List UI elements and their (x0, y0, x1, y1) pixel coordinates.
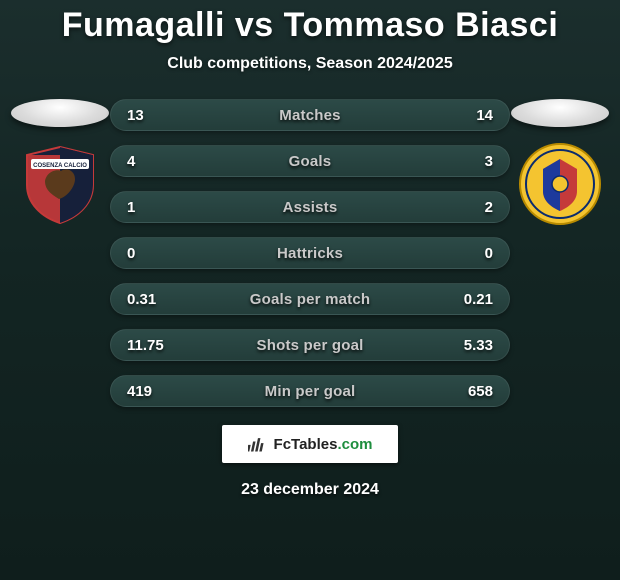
badge-icon (517, 141, 603, 227)
shield-icon: COSENZA CALCIO (17, 141, 103, 227)
stat-label: Goals (289, 153, 332, 170)
stat-right-value: 0.21 (449, 291, 493, 308)
stat-left-value: 4 (127, 153, 171, 170)
logo-text-suffix: .com (337, 436, 372, 453)
stat-left-value: 0.31 (127, 291, 171, 308)
stat-row: 1 Assists 2 (110, 191, 510, 223)
stat-left-value: 1 (127, 199, 171, 216)
date-label: 23 december 2024 (241, 481, 379, 499)
logo-text: FcTables.com (274, 436, 373, 453)
subtitle: Club competitions, Season 2024/2025 (167, 55, 452, 73)
stat-label: Matches (279, 107, 340, 124)
stat-row: 13 Matches 14 (110, 99, 510, 131)
stat-label: Shots per goal (257, 337, 364, 354)
stat-left-value: 0 (127, 245, 171, 262)
stat-left-value: 13 (127, 107, 171, 124)
stat-label: Goals per match (250, 291, 371, 308)
stat-right-value: 2 (449, 199, 493, 216)
player-disc-right (511, 99, 609, 127)
stat-left-value: 419 (127, 383, 171, 400)
comparison-card: Fumagalli vs Tommaso Biasci Club competi… (0, 0, 620, 580)
stat-row: 0 Hattricks 0 (110, 237, 510, 269)
stat-label: Hattricks (277, 245, 343, 262)
right-player-column (510, 99, 610, 227)
stat-label: Assists (283, 199, 338, 216)
stat-rows: 13 Matches 14 4 Goals 3 1 Assists 2 0 Ha… (110, 99, 510, 407)
player-disc-left (11, 99, 109, 127)
stat-row: 11.75 Shots per goal 5.33 (110, 329, 510, 361)
stat-row: 4 Goals 3 (110, 145, 510, 177)
main-area: COSENZA CALCIO 13 Matches 14 (0, 99, 620, 407)
stat-right-value: 658 (449, 383, 493, 400)
right-club-crest (517, 141, 603, 227)
stat-right-value: 0 (449, 245, 493, 262)
left-club-crest: COSENZA CALCIO (17, 141, 103, 227)
left-player-column: COSENZA CALCIO (10, 99, 110, 227)
bar-chart-icon (248, 434, 268, 454)
stat-left-value: 11.75 (127, 337, 171, 354)
page-title: Fumagalli vs Tommaso Biasci (62, 6, 559, 45)
fctables-logo: FcTables.com (222, 425, 398, 463)
stat-row: 419 Min per goal 658 (110, 375, 510, 407)
stat-right-value: 5.33 (449, 337, 493, 354)
stat-right-value: 3 (449, 153, 493, 170)
logo-text-main: FcTables (274, 436, 338, 453)
stat-label: Min per goal (265, 383, 356, 400)
svg-text:COSENZA CALCIO: COSENZA CALCIO (33, 163, 87, 169)
stat-row: 0.31 Goals per match 0.21 (110, 283, 510, 315)
stat-right-value: 14 (449, 107, 493, 124)
